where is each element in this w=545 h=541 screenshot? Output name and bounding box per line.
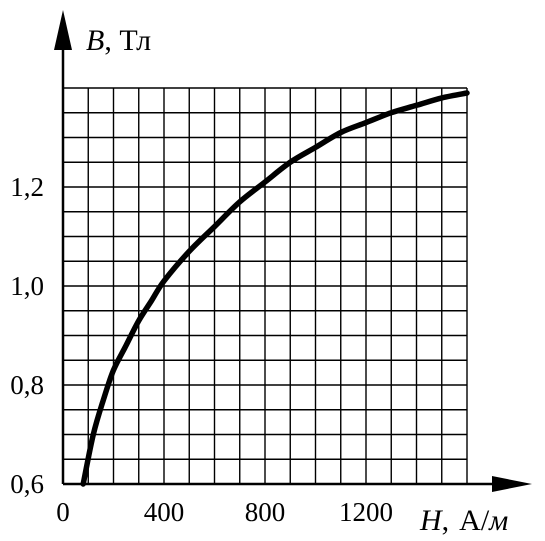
y-axis-symbol: B: [86, 24, 104, 57]
series-line: [80, 90, 470, 487]
y-axis-unit: , Тл: [104, 24, 151, 57]
x-tick-label: 0: [56, 497, 70, 527]
y-axis-title: B, Тл: [86, 24, 151, 57]
x-axis-title: H, А/м: [419, 504, 508, 537]
curves: [80, 90, 470, 487]
grid: [63, 87, 468, 484]
x-axis-separator: ,: [442, 504, 450, 537]
y-tick-label: 1,2: [10, 172, 44, 202]
x-tick-label: 800: [245, 497, 286, 527]
y-axis-arrow-icon: [54, 10, 72, 50]
x-axis-unit-ampere: А/: [459, 504, 490, 537]
x-tick-label: 400: [144, 497, 185, 527]
x-axis-symbol: H: [419, 504, 444, 537]
y-tick-label: 1,0: [10, 271, 44, 301]
y-tick-label: 0,8: [10, 370, 44, 400]
x-tick-label: 1200: [339, 497, 393, 527]
axes: [54, 10, 532, 492]
x-axis-unit-meter: м: [488, 504, 508, 537]
tick-labels: 0 400 800 1200 0,6 0,8 1,0 1,2: [10, 172, 393, 527]
y-tick-label: 0,6: [10, 469, 44, 499]
x-axis-arrow-icon: [492, 476, 532, 492]
